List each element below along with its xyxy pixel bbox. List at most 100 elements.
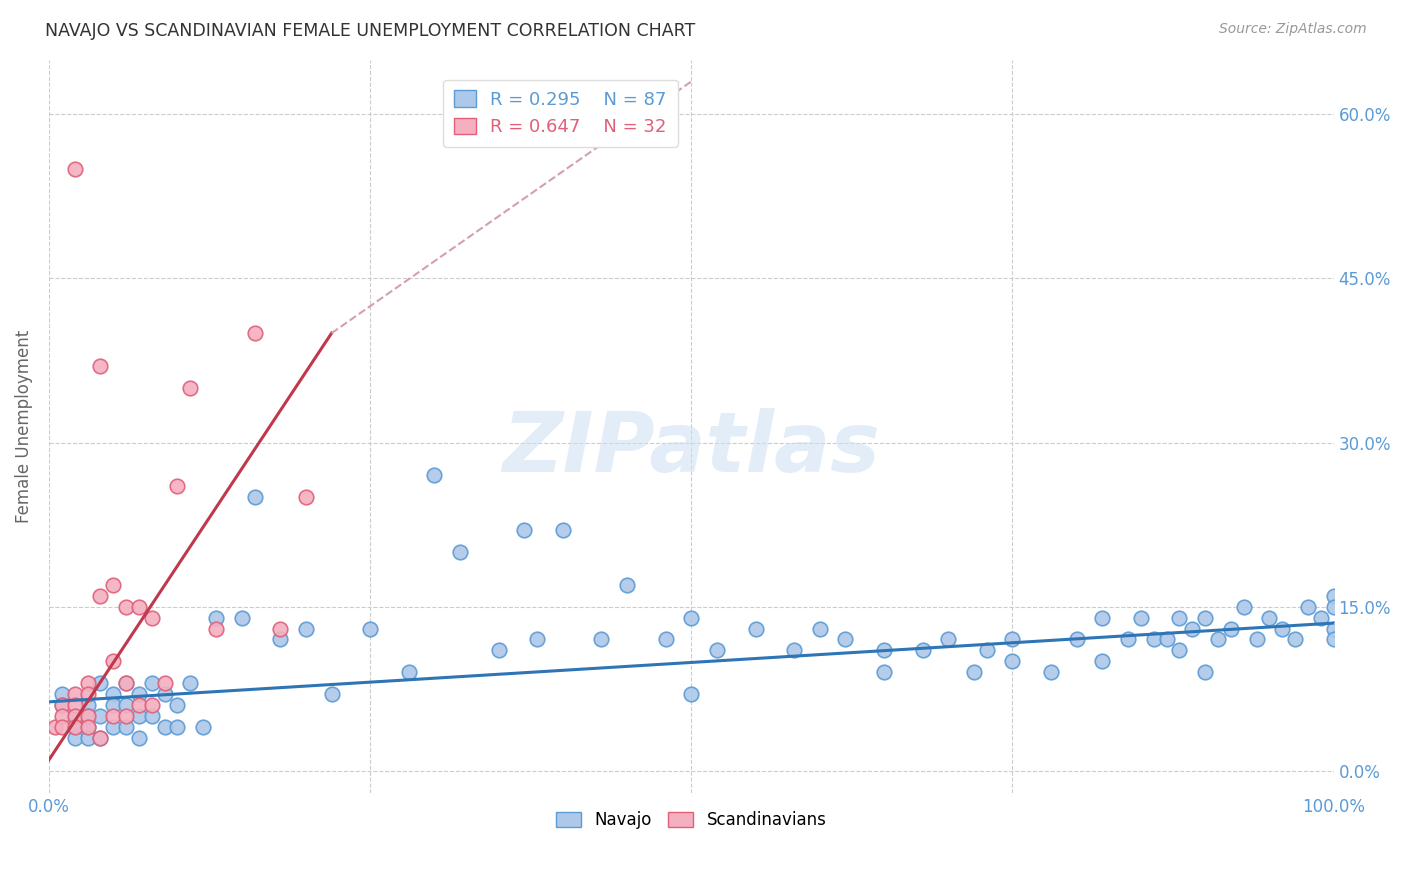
Point [834, 632, 856, 647]
Point [115, 709, 138, 723]
Point [89, 731, 111, 745]
Point [1066, 632, 1088, 647]
Point [51, 698, 73, 712]
Point [873, 665, 896, 680]
Legend: Navajo, Scandinavians: Navajo, Scandinavians [550, 805, 834, 836]
Point [44, 720, 66, 734]
Point [128, 709, 150, 723]
Point [63, 731, 86, 745]
Point [269, 622, 291, 636]
Point [231, 610, 253, 624]
Point [359, 622, 381, 636]
Point [1323, 599, 1346, 614]
Point [744, 622, 766, 636]
Point [103, 654, 125, 668]
Point [166, 720, 188, 734]
Point [76, 731, 98, 745]
Point [1194, 610, 1216, 624]
Point [141, 709, 163, 723]
Point [51, 687, 73, 701]
Point [141, 676, 163, 690]
Point [103, 720, 125, 734]
Point [808, 622, 831, 636]
Point [179, 676, 201, 690]
Point [1040, 665, 1063, 680]
Point [115, 676, 138, 690]
Point [1284, 632, 1306, 647]
Point [63, 698, 86, 712]
Point [205, 622, 228, 636]
Point [1116, 632, 1139, 647]
Point [295, 622, 318, 636]
Point [63, 709, 86, 723]
Point [89, 589, 111, 603]
Point [783, 643, 806, 657]
Point [153, 687, 176, 701]
Point [63, 720, 86, 734]
Point [76, 709, 98, 723]
Point [76, 720, 98, 734]
Point [128, 687, 150, 701]
Point [1129, 610, 1152, 624]
Point [128, 731, 150, 745]
Point [205, 610, 228, 624]
Point [115, 676, 138, 690]
Point [616, 578, 638, 592]
Point [166, 698, 188, 712]
Point [115, 698, 138, 712]
Point [873, 643, 896, 657]
Point [1258, 610, 1281, 624]
Point [1168, 610, 1191, 624]
Point [141, 698, 163, 712]
Point [141, 610, 163, 624]
Point [179, 381, 201, 395]
Point [1271, 622, 1294, 636]
Point [976, 643, 998, 657]
Point [1323, 632, 1346, 647]
Point [63, 687, 86, 701]
Point [269, 632, 291, 647]
Y-axis label: Female Unemployment: Female Unemployment [15, 329, 32, 523]
Point [591, 632, 613, 647]
Point [1323, 589, 1346, 603]
Point [1156, 632, 1178, 647]
Point [398, 665, 420, 680]
Point [513, 523, 536, 537]
Point [1219, 622, 1241, 636]
Point [89, 731, 111, 745]
Point [76, 698, 98, 712]
Point [1296, 599, 1319, 614]
Point [1091, 654, 1114, 668]
Point [488, 643, 510, 657]
Point [963, 665, 986, 680]
Point [423, 468, 446, 483]
Point [1309, 610, 1331, 624]
Point [654, 632, 676, 647]
Point [76, 687, 98, 701]
Point [681, 610, 703, 624]
Point [1091, 610, 1114, 624]
Point [1194, 665, 1216, 680]
Point [63, 709, 86, 723]
Point [115, 599, 138, 614]
Point [76, 676, 98, 690]
Text: ZIPatlas: ZIPatlas [502, 408, 880, 489]
Point [89, 709, 111, 723]
Point [153, 720, 176, 734]
Point [706, 643, 728, 657]
Point [1181, 622, 1204, 636]
Point [76, 709, 98, 723]
Point [526, 632, 548, 647]
Point [1323, 622, 1346, 636]
Point [321, 687, 343, 701]
Point [243, 326, 266, 340]
Point [449, 545, 471, 559]
Point [128, 698, 150, 712]
Point [76, 720, 98, 734]
Point [243, 490, 266, 504]
Point [166, 479, 188, 493]
Point [1206, 632, 1229, 647]
Text: NAVAJO VS SCANDINAVIAN FEMALE UNEMPLOYMENT CORRELATION CHART: NAVAJO VS SCANDINAVIAN FEMALE UNEMPLOYME… [45, 22, 695, 40]
Point [51, 698, 73, 712]
Point [153, 676, 176, 690]
